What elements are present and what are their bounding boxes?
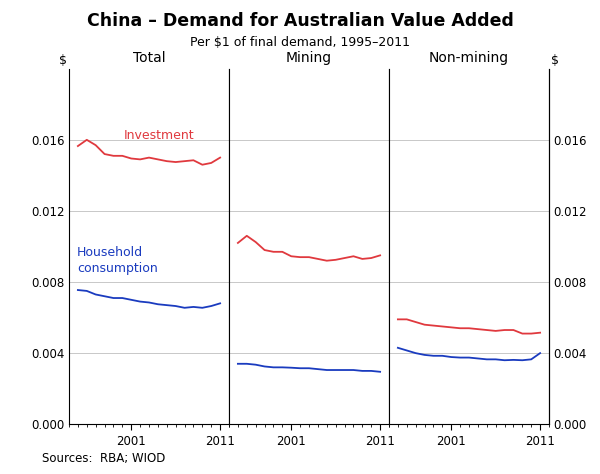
- Text: Investment: Investment: [124, 129, 194, 142]
- Text: Per $1 of final demand, 1995–2011: Per $1 of final demand, 1995–2011: [190, 36, 410, 48]
- Text: Mining: Mining: [286, 51, 332, 65]
- Text: Non-mining: Non-mining: [429, 51, 509, 65]
- Text: Household
consumption: Household consumption: [77, 246, 158, 275]
- Text: Total: Total: [133, 51, 166, 65]
- Text: China – Demand for Australian Value Added: China – Demand for Australian Value Adde…: [86, 12, 514, 30]
- Text: $: $: [551, 54, 559, 67]
- Text: Sources:  RBA; WIOD: Sources: RBA; WIOD: [42, 452, 166, 465]
- Text: $: $: [59, 54, 67, 67]
